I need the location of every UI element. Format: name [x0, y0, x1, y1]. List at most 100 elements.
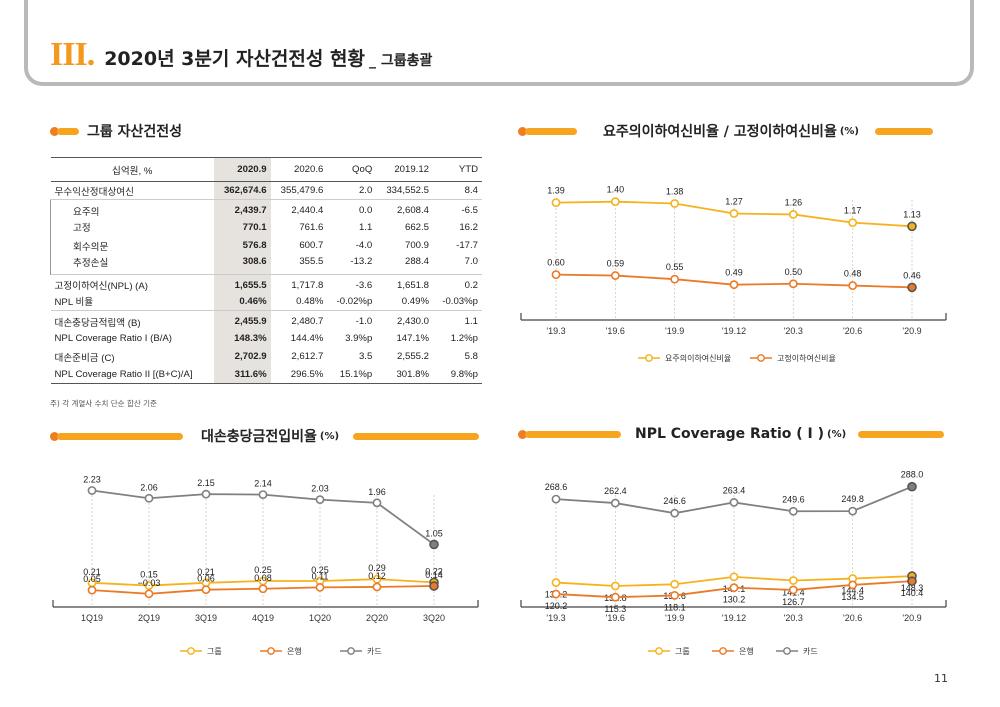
data-label: 1.13 — [903, 209, 921, 219]
table-row: 고정 770.1 761.6 1.1 662.5 16.2 — [49, 218, 483, 237]
asset-quality-table: 십억원, % 2020.9 2020.6 QoQ 2019.12 YTD 무수익… — [49, 157, 483, 385]
table-cell: 355.5 — [299, 256, 324, 268]
data-label: 249.6 — [782, 494, 805, 504]
table-cell: 3.9%p — [345, 332, 373, 344]
table-cell: -3.6 — [327, 273, 377, 293]
data-point — [201, 585, 211, 595]
data-label: 2.06 — [140, 482, 158, 492]
data-point — [551, 270, 561, 280]
chart1-title: 요주의이하여신비율 / 고정이하여신비율 — [603, 124, 837, 140]
table-cell: 301.8% — [376, 365, 433, 385]
row-label: 요주의 — [49, 199, 214, 219]
table-cell: 9.8%p — [433, 365, 482, 385]
data-point — [788, 279, 798, 289]
legend-label: 카드 — [367, 647, 382, 656]
data-label: 118.1 — [664, 602, 686, 612]
data-label: 246.6 — [663, 496, 686, 506]
chart-npl-coverage: '19.3'19.6'19.9'19.12'20.3'20.6'20.9138.… — [520, 470, 947, 656]
table-row: 대손준비금 (C) 2,702.9 2,612.7 3.5 2,555.2 5.8 — [51, 347, 483, 366]
data-label: 1.17 — [844, 206, 862, 216]
data-label: 0.55 — [666, 262, 684, 272]
table-cell: 5.8 — [464, 351, 478, 363]
table-cell: 334,552.5 — [386, 185, 429, 197]
legend-label: 그룹 — [207, 647, 222, 656]
data-label: 1.39 — [547, 186, 565, 196]
section-bar-icon — [858, 430, 945, 438]
x-tick-label: 3Q20 — [423, 613, 445, 623]
data-label: 0.60 — [547, 258, 565, 268]
x-tick-label: '20.3 — [784, 326, 803, 336]
x-tick-label: '19.6 — [606, 326, 625, 336]
table-row: 대손충당금적립액 (B) 2,455.9 2,480.7 -1.0 2,430.0 1.1 — [50, 310, 482, 330]
x-tick-label: '20.9 — [902, 326, 921, 336]
data-point — [907, 481, 917, 492]
col-header: YTD — [433, 157, 482, 182]
data-label: 2.03 — [311, 484, 329, 494]
data-point — [429, 539, 439, 550]
legend-marker — [645, 354, 653, 362]
row-label: 무수익산정대상여신 — [54, 186, 134, 198]
col-header: 십억원, % — [50, 157, 214, 182]
col-header: 2019.12 — [376, 157, 433, 182]
data-point — [610, 197, 620, 207]
table-cell: 2,430.0 — [376, 310, 433, 330]
legend-label: 은행 — [287, 646, 302, 656]
table-cell: 16.2 — [459, 221, 478, 233]
data-point — [788, 210, 798, 219]
data-label: 0.25 — [311, 565, 329, 575]
legend-marker — [757, 354, 765, 362]
table-cell: 7.0 — [464, 256, 478, 268]
table-cell: 0.46% — [213, 292, 271, 311]
table-row: 고정이하여신(NPL) (A) 1,655.5 1,717.8 -3.6 1,651.8… — [50, 273, 482, 293]
x-tick-label: '20.6 — [843, 613, 862, 623]
table-cell: 2,440.4 — [270, 199, 328, 219]
data-point — [729, 572, 739, 582]
x-tick-label: '19.3 — [546, 326, 565, 336]
data-label: 1.96 — [368, 487, 386, 497]
data-point — [372, 582, 382, 592]
data-label: 2.15 — [197, 478, 215, 488]
data-point — [670, 199, 680, 208]
table-section-title: 그룹 자산건전성 — [87, 124, 183, 140]
page-subtitle: _ 그룹총괄 — [368, 53, 433, 69]
data-point — [907, 221, 917, 232]
page-title: 2020년 3분기 자산건전성 현황 — [104, 48, 365, 70]
row-label: 고정이하여신(NPL) (A) — [50, 273, 214, 293]
table-cell: 8.4 — [464, 185, 478, 197]
table-cell: -6.5 — [433, 199, 482, 219]
legend-marker — [187, 647, 195, 655]
data-label: 0.25 — [254, 565, 272, 575]
data-point — [848, 580, 858, 590]
page-header: III. 2020년 3분기 자산건전성 현황 _ 그룹총괄 — [50, 38, 432, 72]
data-point — [729, 209, 739, 218]
x-tick-label: 3Q19 — [195, 613, 217, 623]
data-point — [551, 494, 561, 504]
table-cell: 576.8 — [213, 236, 271, 255]
table-row: NPL Coverage Ratio II [(B+C)/A] 311.6% 296… — [50, 365, 482, 385]
table-cell: 15.1%p — [327, 365, 377, 385]
data-point — [610, 271, 620, 280]
data-point — [610, 592, 620, 602]
data-point — [729, 280, 739, 290]
x-tick-label: '19.3 — [546, 613, 565, 623]
data-label: 115.3 — [604, 604, 626, 614]
data-label: 1.05 — [425, 528, 443, 538]
table-cell: -13.2 — [350, 256, 373, 268]
data-label: 0.22 — [425, 566, 443, 576]
table-cell: 2,480.7 — [270, 310, 328, 330]
x-tick-label: 2Q20 — [366, 613, 388, 623]
data-label: 0.48 — [844, 269, 862, 279]
table-cell: 770.1 — [213, 218, 271, 237]
x-tick-label: '19.12 — [722, 613, 746, 623]
data-label: 134.5 — [841, 592, 864, 602]
data-label: 249.8 — [841, 494, 864, 504]
table-cell: 3.5 — [358, 351, 373, 363]
data-label: 0.59 — [607, 259, 625, 269]
table-cell: 296.5% — [270, 365, 328, 385]
data-label: 0.14 — [425, 570, 443, 580]
table-cell: -0.02%p — [336, 295, 373, 307]
x-tick-label: 1Q19 — [81, 613, 103, 623]
data-label: 1.40 — [607, 185, 625, 195]
x-tick-label: 2Q19 — [138, 613, 160, 623]
row-label: 대손충당금적립액 (B) — [50, 310, 214, 330]
